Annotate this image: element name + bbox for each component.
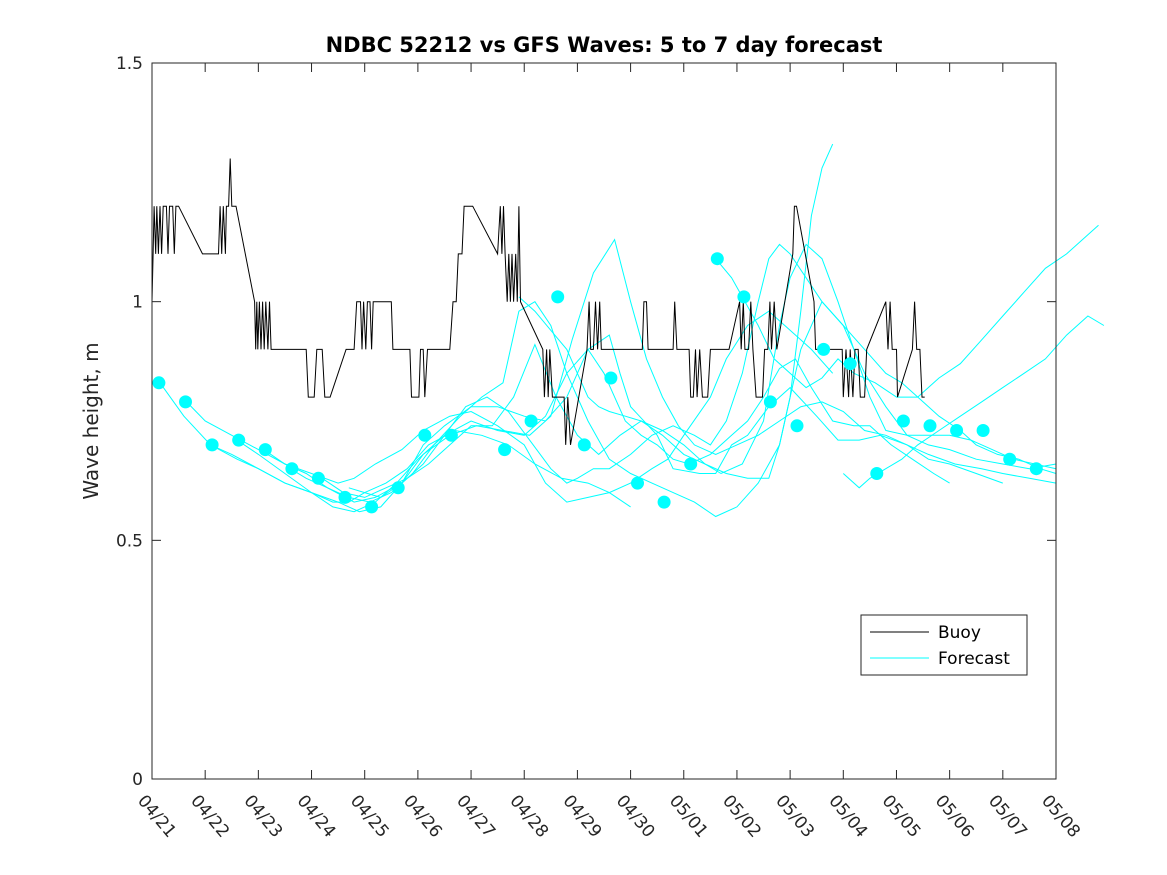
forecast-marker bbox=[577, 438, 591, 452]
legend-label-forecast: Forecast bbox=[938, 649, 1010, 669]
forecast-marker bbox=[817, 342, 831, 356]
forecast-series-line bbox=[348, 243, 1057, 498]
forecast-marker bbox=[551, 290, 565, 304]
forecast-marker bbox=[976, 424, 990, 437]
forecast-marker bbox=[763, 395, 777, 409]
forecast-marker bbox=[950, 424, 964, 437]
forecast-marker bbox=[631, 476, 644, 490]
forecast-series-line bbox=[159, 382, 631, 508]
legend-box bbox=[860, 614, 1028, 676]
forecast-marker bbox=[604, 371, 618, 385]
y-tick-label: 1.5 bbox=[116, 54, 143, 74]
forecast-marker bbox=[684, 457, 698, 471]
forecast-marker bbox=[1029, 462, 1043, 476]
y-tick-label: 0 bbox=[132, 770, 143, 790]
forecast-marker bbox=[391, 481, 405, 495]
forecast-marker bbox=[418, 428, 432, 442]
forecast-marker bbox=[205, 438, 219, 452]
forecast-marker bbox=[710, 252, 724, 266]
forecast-marker bbox=[737, 290, 751, 304]
forecast-marker bbox=[444, 428, 458, 442]
forecast-marker bbox=[1003, 452, 1017, 466]
forecast-marker bbox=[870, 467, 884, 480]
forecast-marker bbox=[338, 490, 352, 504]
forecast-series-line bbox=[518, 143, 834, 479]
y-tick-label: 1 bbox=[132, 293, 143, 313]
forecast-marker bbox=[258, 443, 272, 457]
forecast-marker bbox=[790, 419, 804, 433]
buoy-series-line bbox=[151, 158, 925, 445]
forecast-marker bbox=[179, 395, 192, 409]
legend: Buoy Forecast bbox=[860, 614, 1028, 676]
forecast-marker bbox=[311, 471, 325, 485]
y-axis-label: Wave height, m bbox=[79, 342, 103, 499]
forecast-marker bbox=[657, 495, 671, 509]
forecast-marker bbox=[285, 462, 299, 476]
axes-box bbox=[151, 62, 1057, 780]
forecast-marker bbox=[896, 414, 910, 428]
forecast-series-line bbox=[186, 310, 834, 503]
plot-area bbox=[151, 143, 1105, 518]
forecast-marker bbox=[498, 443, 512, 457]
forecast-series-line bbox=[715, 224, 1099, 398]
forecast-marker bbox=[843, 357, 857, 371]
forecast-marker bbox=[524, 414, 538, 428]
legend-label-buoy: Buoy bbox=[938, 623, 981, 643]
y-tick-label: 0.5 bbox=[116, 531, 143, 551]
chart-title: NDBC 52212 vs GFS Waves: 5 to 7 day fore… bbox=[326, 33, 883, 57]
forecast-marker bbox=[232, 433, 246, 447]
forecast-marker bbox=[923, 419, 937, 433]
forecast-series-line bbox=[210, 348, 950, 513]
forecast-series-line bbox=[321, 243, 1057, 498]
forecast-marker bbox=[365, 500, 379, 514]
forecast-marker bbox=[152, 376, 166, 390]
